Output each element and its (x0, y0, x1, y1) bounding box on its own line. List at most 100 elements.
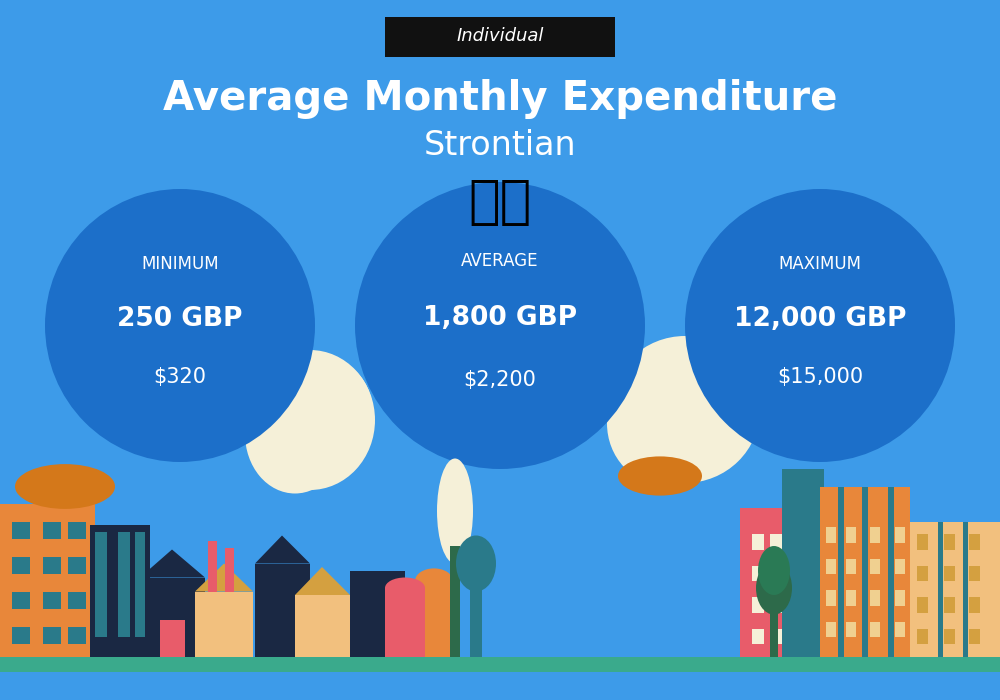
Text: AVERAGE: AVERAGE (461, 252, 539, 270)
Bar (917, 597, 928, 612)
Bar (938, 522, 943, 658)
Bar (770, 629, 782, 644)
Bar (826, 559, 836, 574)
Bar (888, 486, 894, 658)
Text: 250 GBP: 250 GBP (117, 306, 243, 332)
Text: MAXIMUM: MAXIMUM (778, 255, 862, 273)
Ellipse shape (610, 336, 760, 483)
Bar (944, 597, 955, 612)
Bar (846, 559, 856, 574)
Text: $2,200: $2,200 (464, 370, 536, 390)
Ellipse shape (685, 189, 955, 462)
Bar (135, 532, 145, 637)
Bar (826, 622, 836, 637)
Text: $15,000: $15,000 (777, 368, 863, 387)
Text: Strontian: Strontian (424, 129, 576, 162)
Polygon shape (195, 564, 253, 592)
Bar (770, 566, 782, 581)
Text: $320: $320 (154, 368, 207, 387)
Bar (770, 534, 782, 550)
Bar (195, 592, 253, 658)
Ellipse shape (756, 561, 792, 615)
Bar (917, 566, 928, 581)
Bar (68, 556, 86, 574)
Bar (740, 508, 788, 658)
Text: MINIMUM: MINIMUM (141, 255, 219, 273)
Bar (752, 566, 764, 581)
Bar (969, 534, 980, 550)
Bar (295, 595, 350, 658)
Bar (470, 570, 482, 658)
Bar (160, 620, 185, 658)
Bar (870, 622, 880, 637)
Text: Individual: Individual (456, 27, 544, 46)
Bar (917, 534, 928, 550)
Bar (862, 486, 868, 658)
Ellipse shape (277, 358, 373, 468)
Ellipse shape (15, 464, 115, 509)
Bar (895, 622, 905, 637)
Bar (752, 629, 764, 644)
Bar (826, 590, 836, 606)
Ellipse shape (245, 374, 345, 493)
Ellipse shape (385, 578, 425, 598)
Text: 🇬🇧: 🇬🇧 (468, 176, 532, 228)
Bar (12, 522, 30, 539)
Bar (68, 522, 86, 539)
Bar (43, 626, 61, 644)
Bar (43, 556, 61, 574)
Bar (415, 581, 453, 658)
Polygon shape (295, 567, 350, 595)
Bar (95, 532, 107, 637)
Bar (895, 590, 905, 606)
Bar (90, 525, 150, 658)
Bar (450, 546, 460, 658)
Bar (917, 629, 928, 644)
Polygon shape (140, 550, 205, 578)
Polygon shape (255, 536, 310, 564)
Bar (43, 592, 61, 609)
Bar (820, 486, 910, 658)
Bar (0, 657, 1000, 672)
Bar (385, 588, 425, 658)
Bar (0, 504, 95, 658)
Bar (846, 622, 856, 637)
Bar (68, 626, 86, 644)
Bar (43, 522, 61, 539)
Bar (910, 522, 1000, 658)
Bar (870, 559, 880, 574)
Bar (838, 486, 844, 658)
Ellipse shape (648, 341, 762, 464)
Bar (12, 556, 30, 574)
Bar (870, 590, 880, 606)
Bar (944, 534, 955, 550)
Bar (944, 566, 955, 581)
Bar (969, 629, 980, 644)
Bar (68, 592, 86, 609)
FancyBboxPatch shape (385, 17, 615, 57)
Bar (752, 597, 764, 612)
Bar (870, 527, 880, 542)
Bar (969, 566, 980, 581)
Bar (969, 597, 980, 612)
Ellipse shape (45, 189, 315, 462)
Bar (208, 541, 217, 592)
Bar (846, 590, 856, 606)
Bar (782, 469, 824, 658)
Bar (895, 559, 905, 574)
Ellipse shape (618, 456, 702, 496)
Bar (770, 597, 782, 612)
Ellipse shape (245, 350, 375, 490)
Bar (12, 592, 30, 609)
Ellipse shape (437, 458, 473, 564)
Ellipse shape (456, 536, 496, 592)
Bar (118, 532, 130, 637)
Bar (12, 626, 30, 644)
Ellipse shape (607, 362, 723, 485)
Text: 1,800 GBP: 1,800 GBP (423, 305, 577, 331)
Text: 12,000 GBP: 12,000 GBP (734, 306, 906, 332)
Bar (846, 527, 856, 542)
Bar (963, 522, 968, 658)
Bar (895, 527, 905, 542)
Bar (826, 527, 836, 542)
